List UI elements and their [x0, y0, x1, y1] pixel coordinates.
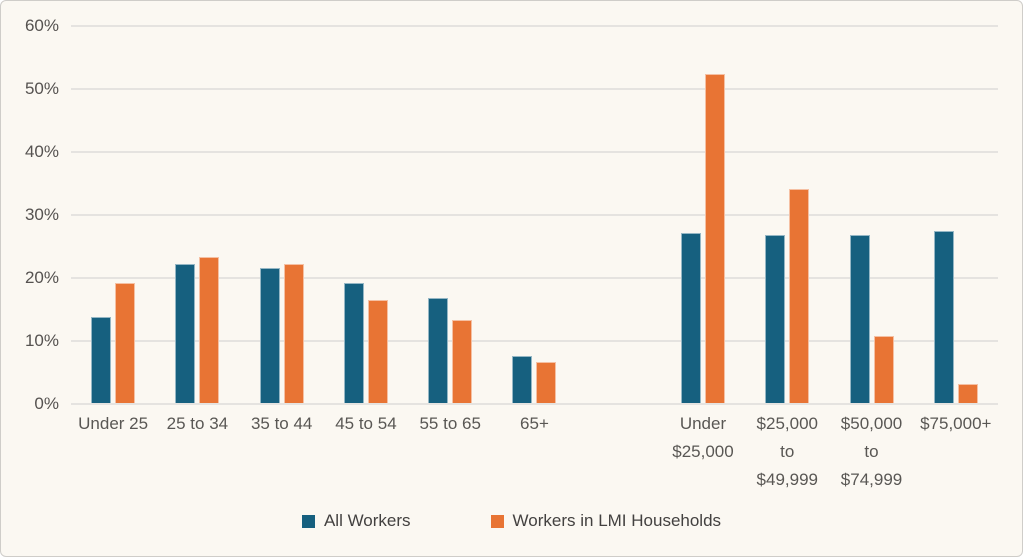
bar-group: [155, 25, 239, 403]
bar-group: [240, 25, 324, 403]
y-tick-label: 60%: [24, 16, 59, 35]
gridline: [71, 88, 998, 90]
bars-row: [71, 25, 998, 403]
bar-all-workers: [175, 264, 196, 403]
bar-all-workers: [512, 355, 533, 403]
x-category-label: 35 to 44: [250, 414, 313, 433]
x-axis-labels: Under 25 25 to 34 35 to 44 45 to 54 55 to 65…: [71, 410, 998, 494]
bar-group: [745, 25, 829, 403]
bar-workers-in-lmi-households: [789, 188, 810, 403]
bar-group: [71, 25, 155, 403]
bar-workers-in-lmi-households: [536, 362, 557, 403]
x-category-label: Under 25: [78, 414, 149, 433]
bar-all-workers: [343, 282, 364, 403]
bar-group: [492, 25, 576, 403]
gridline: [71, 25, 998, 27]
bar-workers-in-lmi-households: [704, 73, 725, 403]
y-tick-label: 50%: [24, 79, 59, 98]
legend-item: Workers in LMI Households: [490, 511, 722, 531]
bar-all-workers: [680, 232, 701, 403]
bar-workers-in-lmi-households: [957, 384, 978, 403]
bar-workers-in-lmi-households: [199, 257, 220, 403]
bar-group: [324, 25, 408, 403]
x-category-label: $25,000 to $49,999: [756, 414, 818, 489]
gridline: [71, 340, 998, 342]
legend: All Workers Workers in LMI Households: [1, 511, 1022, 531]
x-category-label: 55 to 65: [419, 414, 481, 433]
bar-all-workers: [91, 317, 112, 403]
bar-all-workers: [933, 231, 954, 403]
gridline: [71, 214, 998, 216]
x-category-label: 45 to 54: [335, 414, 397, 433]
legend-label: All Workers: [323, 511, 411, 530]
bar-group: [661, 25, 745, 403]
x-category-label: $50,000 to $74,999: [840, 414, 903, 489]
bar-workers-in-lmi-households: [367, 300, 388, 403]
y-tick-label: 0%: [34, 394, 59, 413]
bar-all-workers: [849, 234, 870, 403]
bar-group: [408, 25, 492, 403]
bar-group: [829, 25, 913, 403]
gridline: [71, 151, 998, 153]
y-tick-label: 20%: [24, 268, 59, 287]
bar-workers-in-lmi-households: [115, 282, 136, 403]
legend-item: All Workers: [301, 511, 411, 531]
plot-area: [71, 25, 998, 405]
bar-group: [914, 25, 998, 403]
legend-swatch-icon: [301, 514, 315, 528]
x-category-label: Under $25,000: [672, 414, 734, 461]
bar-all-workers: [259, 267, 280, 403]
x-spacer: [577, 410, 661, 494]
x-category-label: 65+: [520, 414, 549, 433]
bar-workers-in-lmi-households: [283, 264, 304, 403]
bar-workers-in-lmi-households: [873, 335, 894, 403]
y-tick-label: 30%: [24, 205, 59, 224]
y-tick-label: 10%: [24, 331, 59, 350]
bar-all-workers: [765, 234, 786, 403]
gridline: [71, 277, 998, 279]
y-tick-label: 40%: [24, 142, 59, 161]
x-category-label: $75,000+: [920, 414, 992, 433]
gridline: [71, 403, 998, 405]
bar-all-workers: [428, 298, 449, 403]
group-spacer: [577, 25, 661, 403]
legend-swatch-icon: [490, 514, 504, 528]
bar-workers-in-lmi-households: [452, 319, 473, 403]
x-category-label: 25 to 34: [166, 414, 229, 433]
legend-label: Workers in LMI Households: [512, 511, 722, 530]
